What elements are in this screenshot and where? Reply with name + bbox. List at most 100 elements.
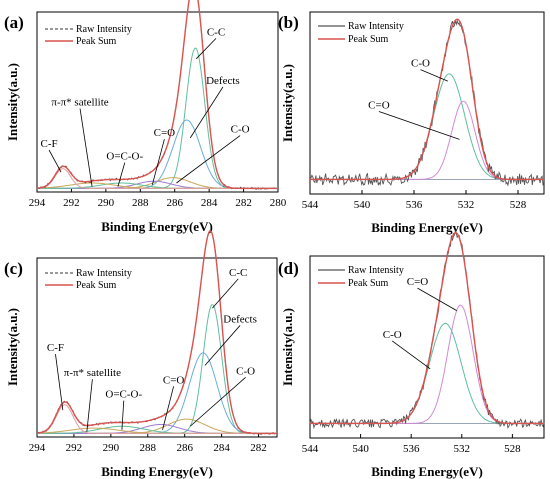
panel-c-xtick-label-5: 284 (213, 442, 230, 454)
panel-b-annotation-1: C=O (368, 99, 390, 111)
panel-d-ylabel: Intensity(a.u.) (280, 308, 295, 386)
panel-d-xtick-label-4: 528 (504, 443, 521, 455)
panel-c-frame (36, 257, 278, 438)
panel-c-xtick-label-1: 292 (66, 442, 83, 454)
panel-a-xtick-label-5: 284 (201, 197, 218, 209)
panel-b-xtick-label-4: 528 (510, 199, 527, 211)
panel-d-peak-sum-line (310, 231, 544, 425)
panel-b-annotation-arrow-1 (378, 111, 460, 140)
panel-d-component-c-o-0 (310, 322, 544, 424)
panel-a-annotation-2: C-O (231, 124, 250, 136)
panel-c-annotation-1: Defects (223, 313, 257, 325)
panel-a-ylabel: Intensity(a.u.) (5, 63, 20, 141)
panel-b-legend: Raw Intensity Peak Sum (318, 21, 404, 45)
panel-c-annotation-4: O=C-O- (105, 389, 142, 401)
panel-c-annotation-5: π-π* satellite (64, 367, 121, 379)
panel-a-annotation-5: π-π* satellite (51, 97, 108, 109)
panel-b-annotation-0: C-O (411, 58, 430, 70)
panel-a-annotation-arrow-2 (176, 135, 241, 184)
panel-c-component-c-f-6 (37, 404, 277, 434)
panel-a-xtick-label-4: 286 (166, 197, 183, 209)
panel-b-xtick-label-2: 536 (406, 199, 423, 211)
panel-a-xtick-label-1: 292 (63, 197, 80, 209)
panel-c-annotation-arrow-4 (121, 400, 125, 430)
panel-a-frame (36, 11, 279, 193)
panel-c-xtick-label-6: 282 (250, 442, 267, 454)
panel-c-annotation-arrow-6 (55, 354, 64, 411)
panel-a-xtick-label-2: 290 (98, 197, 115, 209)
panel-a-annotation-arrow-5 (79, 108, 93, 187)
panel-a: (a) Binding Energy(eV) Intensity(a.u.) R… (4, 0, 287, 234)
panel-c-peak-sum-line (36, 229, 277, 435)
panel-a-legend: Raw Intensity Peak Sum (45, 24, 132, 47)
panel-a-annotation-arrow-0 (195, 38, 217, 60)
panel-b-frame (309, 11, 545, 195)
panel-a-annotation-3: C=O (154, 127, 176, 139)
panel-c-legend-raw: Raw Intensity (76, 268, 132, 279)
panel-d-annotation-1: C-O (383, 329, 402, 341)
panel-b-peak-sum-line (310, 18, 544, 181)
panel-c-annotation-2: C-O (236, 365, 255, 377)
panel-b-legend-raw: Raw Intensity (348, 21, 404, 32)
panel-c-ylabel: Intensity(a.u.) (5, 308, 20, 386)
panel-a-annotation-arrow-6 (48, 149, 62, 173)
panel-a-xtick-label-7: 280 (270, 197, 287, 209)
panel-c-annotation-0: C-C (229, 267, 247, 279)
panel-b-xtick-label-3: 532 (458, 199, 475, 211)
panel-d-label: (d) (278, 259, 299, 278)
panel-b-xlabel: Binding Energy(eV) (371, 220, 483, 235)
panel-c-raw-intensity-line (36, 229, 278, 436)
panel-c-xlabel: Binding Energy(eV) (101, 464, 213, 479)
panel-a-annotation-0: C-C (207, 26, 225, 38)
panel-d-annotation-arrow-0 (417, 287, 457, 311)
panel-c-annotation-arrow-5 (86, 379, 93, 432)
panel-b-xtick-label-0: 544 (302, 199, 319, 211)
panel-d-legend-sum: Peak Sum (348, 278, 389, 289)
panel-c-xtick-label-2: 290 (103, 442, 120, 454)
panel-a-xlabel: Binding Energy(eV) (101, 219, 213, 234)
panel-c-xtick-label-0: 294 (29, 442, 46, 454)
panel-a-annotation-1: Defects (206, 75, 240, 87)
panel-b-legend-sum: Peak Sum (348, 34, 389, 45)
panel-b: (b) Binding Energy(eV) Intensity(a.u.) R… (278, 11, 545, 235)
panel-c-label: (c) (4, 259, 23, 278)
panel-d-legend: Raw Intensity Peak Sum (318, 265, 404, 289)
panel-d-legend-raw: Raw Intensity (348, 265, 404, 276)
panel-d-annotation-0: C=O (407, 276, 429, 288)
panel-c-legend: Raw Intensity Peak Sum (45, 268, 132, 291)
panel-d-xtick-label-1: 540 (352, 443, 369, 455)
panel-d-xlabel: Binding Energy(eV) (371, 464, 483, 479)
panel-d-xtick-label-2: 536 (403, 443, 420, 455)
panel-d: (d) Binding Energy(eV) Intensity(a.u.) R… (278, 229, 545, 479)
panel-a-annotation-4: O=C-O- (106, 151, 143, 163)
panel-c-annotation-3: C=O (163, 374, 185, 386)
panel-c-annotation-6: C-F (47, 342, 64, 354)
panel-b-xtick-label-1: 540 (354, 199, 371, 211)
panel-a-legend-sum: Peak Sum (76, 36, 117, 47)
panel-c-annotation-arrow-3 (162, 386, 175, 430)
panel-c-xtick-label-3: 288 (140, 442, 157, 454)
panel-c-legend-sum: Peak Sum (76, 280, 117, 291)
panel-c-annotation-arrow-0 (212, 278, 239, 309)
panel-a-peak-sum-line (36, 0, 278, 190)
panel-a-component-c-f-6 (37, 168, 278, 189)
panel-d-xtick-label-0: 544 (302, 443, 319, 455)
panel-a-legend-raw: Raw Intensity (76, 24, 132, 35)
panel-b-label: (b) (278, 13, 299, 32)
panel-c-annotation-arrow-2 (189, 377, 246, 427)
panel-b-annotation-arrow-0 (420, 69, 448, 82)
panel-d-xtick-label-3: 532 (454, 443, 471, 455)
panel-a-component-c-c-0 (37, 47, 278, 189)
panel-a-annotation-arrow-1 (189, 86, 224, 139)
panel-d-raw-intensity-line (309, 229, 545, 430)
panel-c-xtick-label-4: 286 (176, 442, 193, 454)
panel-a-annotation-arrow-3 (151, 139, 165, 185)
panel-b-ylabel: Intensity(a.u.) (280, 64, 295, 142)
panel-a-raw-intensity-line (36, 0, 279, 191)
panel-a-annotation-6: C-F (40, 138, 57, 150)
panel-d-frame (309, 255, 545, 439)
panel-a-annotation-arrow-4 (117, 162, 126, 187)
panel-a-xtick-label-6: 282 (235, 197, 252, 209)
panel-b-component-c-o-0 (310, 73, 544, 180)
